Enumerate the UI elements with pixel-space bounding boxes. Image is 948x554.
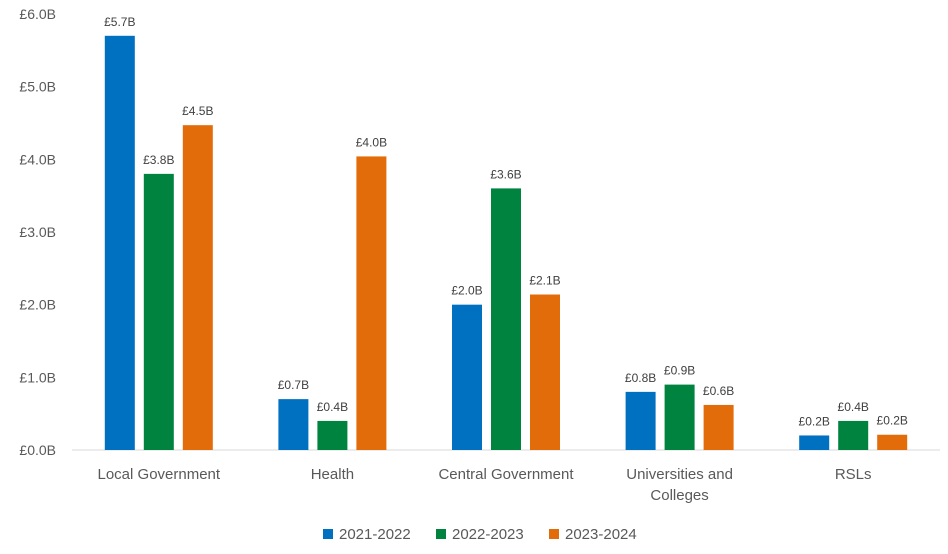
- bar-data-label: £2.0B: [451, 284, 482, 298]
- bar-data-label: £4.5B: [182, 104, 213, 118]
- bar: [799, 435, 830, 450]
- bar: [838, 420, 869, 450]
- y-tick-label: £4.0B: [19, 151, 56, 167]
- bar-data-label: £0.2B: [877, 414, 908, 428]
- x-category-label: Central Government: [438, 466, 574, 483]
- bar: [491, 188, 521, 450]
- bar-data-label: £0.8B: [625, 371, 656, 385]
- bar-data-label: £0.4B: [317, 400, 348, 414]
- bar: [278, 399, 309, 450]
- x-category-label: RSLs: [835, 466, 872, 483]
- legend-swatch: [323, 529, 333, 539]
- bar-data-label: £0.7B: [278, 378, 309, 392]
- bar: [356, 156, 387, 450]
- bar-data-label: £0.9B: [664, 364, 695, 378]
- y-tick-label: £1.0B: [19, 369, 56, 385]
- bar: [625, 391, 656, 450]
- bar: [530, 294, 560, 450]
- y-tick-label: £6.0B: [19, 6, 56, 22]
- bar: [703, 404, 734, 450]
- x-category-label: Health: [311, 466, 354, 483]
- legend-label: 2023-2024: [565, 526, 637, 543]
- bar-data-label: £3.8B: [143, 153, 174, 167]
- legend-swatch: [436, 529, 446, 539]
- bar: [452, 304, 482, 450]
- bar-data-label: £3.6B: [490, 167, 521, 181]
- bar: [664, 384, 695, 450]
- legend-swatch: [549, 529, 559, 539]
- bar: [877, 434, 908, 450]
- x-category-label: Local Government: [98, 466, 221, 483]
- bar: [143, 173, 174, 450]
- bar-data-label: £0.4B: [838, 400, 869, 414]
- legend-label: 2022-2023: [452, 526, 524, 543]
- y-tick-label: £2.0B: [19, 297, 56, 313]
- bar-data-label: £5.7B: [104, 15, 135, 29]
- bar: [317, 420, 348, 450]
- bar: [104, 35, 135, 451]
- y-tick-label: £0.0B: [19, 442, 56, 458]
- y-tick-label: £3.0B: [19, 224, 56, 240]
- bar: [182, 125, 213, 451]
- x-category-label: Universities and: [626, 466, 733, 483]
- bar-data-label: £0.6B: [703, 384, 734, 398]
- y-tick-label: £5.0B: [19, 79, 56, 95]
- bar-data-label: £0.2B: [799, 414, 830, 428]
- bar-data-label: £4.0B: [356, 135, 387, 149]
- legend-label: 2021-2022: [339, 526, 411, 543]
- bar-data-label: £2.1B: [529, 273, 560, 287]
- x-category-label: Colleges: [650, 487, 708, 504]
